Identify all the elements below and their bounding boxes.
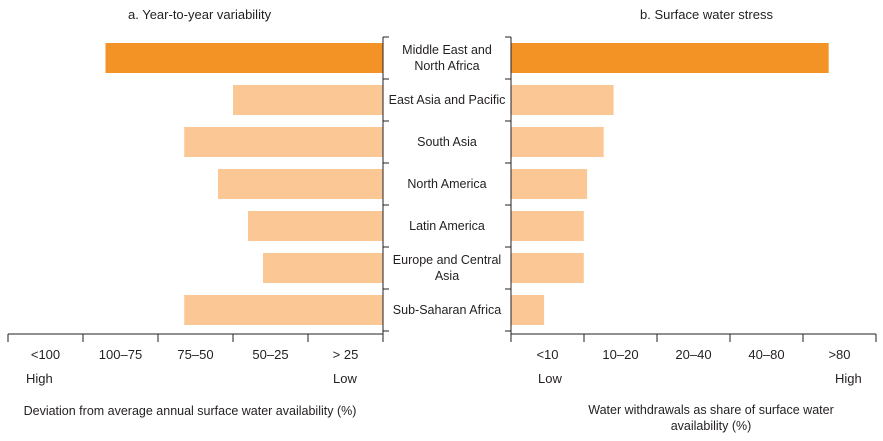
bar-b-4 (511, 211, 584, 241)
bar-a-5 (263, 253, 383, 283)
axis-b-tick-label: >80 (828, 347, 851, 362)
panel-b-title: b. Surface water stress (640, 7, 773, 22)
bar-b-3 (511, 169, 588, 199)
axis-b-tick-label: <10 (536, 347, 559, 362)
bar-a-2 (184, 127, 383, 157)
panel-a-right-end-label: Low (333, 371, 357, 386)
axis-b-tick-label: 20–40 (675, 347, 712, 362)
category-label: Middle East and North Africa (402, 43, 492, 73)
axis-a-tick-label: <100 (30, 347, 61, 362)
bar-b-0 (511, 43, 829, 73)
category-label: Sub-Saharan Africa (392, 303, 502, 317)
bar-a-3 (218, 169, 383, 199)
panel-a-axis-title: Deviation from average annual surface wa… (23, 404, 357, 418)
panel-b-right-end-label: High (835, 371, 862, 386)
category-label: Europe and Central Asia (392, 253, 502, 283)
category-label: Latin America (409, 219, 485, 233)
panel-a-title: a. Year-to-year variability (128, 7, 272, 22)
axis-a-tick-label: 75–50 (177, 347, 214, 362)
panel-b-axis-title: Water withdrawals as share of surface wa… (588, 403, 834, 433)
bar-a-6 (184, 295, 383, 325)
bar-a-1 (233, 85, 383, 115)
bar-a-4 (248, 211, 383, 241)
axis-a-tick-label: > 25 (332, 347, 359, 362)
axis-a-tick-label: 50–25 (252, 347, 289, 362)
bar-a-0 (105, 43, 383, 73)
panel-a-left-end-label: High (26, 371, 53, 386)
bar-b-6 (511, 295, 545, 325)
category-label: East Asia and Pacific (388, 93, 506, 107)
category-label: North America (407, 177, 487, 191)
axis-b-tick-label: 10–20 (602, 347, 639, 362)
category-label: South Asia (417, 135, 477, 149)
bar-b-5 (511, 253, 584, 283)
bar-b-1 (511, 85, 614, 115)
axis-a-tick-label: 100–75 (98, 347, 143, 362)
bar-b-2 (511, 127, 604, 157)
axis-b-tick-label: 40–80 (748, 347, 785, 362)
panel-b-left-end-label: Low (538, 371, 562, 386)
